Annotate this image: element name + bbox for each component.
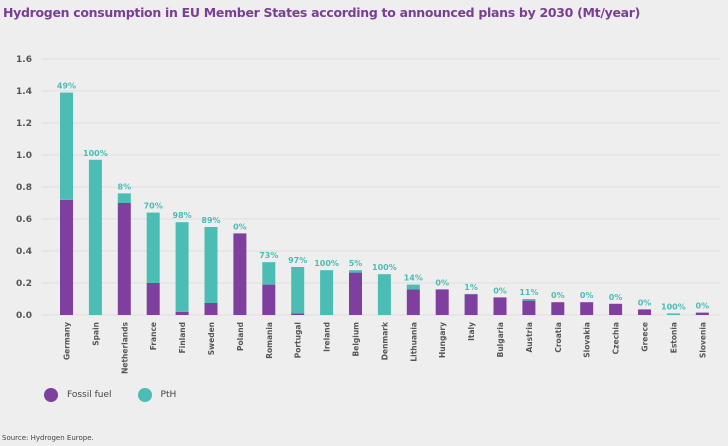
bar-pth-spain — [88, 159, 102, 315]
data-label: 49% — [57, 82, 76, 91]
data-label: 0% — [638, 298, 652, 307]
bar-pth-germany — [60, 92, 73, 200]
data-label: 73% — [259, 251, 278, 260]
x-tick-label: Germany — [63, 322, 72, 360]
data-label: 89% — [201, 216, 220, 225]
legend-item-fossil: Fossil fuel — [44, 388, 112, 402]
x-tick-label: Netherlands — [120, 321, 129, 373]
data-label: 0% — [233, 222, 247, 231]
data-label: 100% — [372, 263, 397, 272]
x-tick-label: Poland — [236, 322, 245, 351]
data-label: 0% — [435, 278, 449, 287]
bar-fossil-romania — [262, 284, 276, 315]
bar-pth-romania — [262, 262, 276, 285]
bar-fossil-netherlands — [117, 203, 131, 315]
x-tick-label: Estonia — [669, 322, 678, 353]
y-tick-label: 0.8 — [16, 183, 32, 193]
bar-pth-netherlands — [117, 193, 131, 203]
x-tick-label: Bulgaria — [496, 322, 505, 357]
y-tick-label: 0.2 — [16, 279, 32, 289]
source-note: Source: Hydrogen Europe. — [2, 434, 94, 442]
x-tick-label: Croatia — [554, 322, 563, 353]
data-label: 70% — [144, 202, 163, 211]
legend-item-pth: PtH — [137, 388, 177, 402]
x-tick-label: Belgium — [352, 322, 361, 357]
x-tick-label: Austria — [525, 322, 534, 353]
x-tick-label: Finland — [178, 322, 187, 353]
x-tick-label: Slovakia — [583, 322, 592, 358]
chart-title: Hydrogen consumption in EU Member States… — [3, 5, 641, 20]
bar-pth-estonia — [666, 313, 680, 315]
bar-pth-denmark — [377, 274, 391, 315]
bar-fossil-slovakia — [580, 302, 594, 315]
bar-pth-finland — [175, 222, 189, 312]
x-tick-label: Portugal — [294, 322, 303, 358]
data-label: 100% — [661, 302, 686, 311]
data-label: 14% — [404, 274, 423, 283]
data-label: 100% — [314, 259, 339, 268]
data-label: 0% — [580, 291, 594, 300]
bar-pth-sweden — [204, 227, 218, 303]
legend-label-pth: PtH — [160, 390, 177, 400]
x-tick-label: Ireland — [323, 322, 332, 352]
bar-fossil-germany — [60, 199, 73, 315]
bar-fossil-belgium — [349, 272, 362, 315]
x-tick-label: Hungary — [438, 322, 447, 358]
bar-pth-lithuania — [406, 284, 420, 290]
bar-pth-belgium — [349, 270, 362, 273]
x-tick-label: Czechia — [612, 322, 621, 354]
data-label: 8% — [118, 182, 132, 191]
y-tick-label: 1.0 — [16, 151, 32, 161]
x-tick-label: France — [149, 322, 158, 350]
y-tick-label: 0.4 — [16, 247, 32, 257]
bar-fossil-portugal — [291, 313, 305, 315]
bar-pth-ireland — [320, 270, 334, 315]
bar-fossil-france — [146, 283, 160, 315]
legend: Fossil fuel PtH — [44, 388, 196, 402]
data-label: 0% — [609, 293, 623, 302]
x-tick-label: Denmark — [380, 321, 389, 360]
y-tick-label: 0.0 — [16, 311, 32, 321]
bar-fossil-italy — [464, 294, 478, 315]
bar-fossil-finland — [175, 311, 189, 315]
data-label: 100% — [83, 149, 108, 158]
bar-fossil-sweden — [204, 303, 218, 315]
x-tick-label: Lithuania — [409, 322, 418, 362]
bar-fossil-czechia — [609, 303, 623, 315]
data-label: 0% — [493, 286, 507, 295]
x-tick-label: Italy — [467, 322, 476, 341]
fossil-swatch-icon — [44, 388, 58, 402]
bar-fossil-bulgaria — [493, 297, 507, 315]
bar-fossil-poland — [233, 233, 247, 315]
y-tick-label: 1.4 — [16, 87, 32, 97]
bar-fossil-croatia — [551, 302, 565, 315]
bar-pth-austria — [522, 299, 536, 301]
bar-pth-france — [146, 212, 160, 283]
bar-pth-portugal — [291, 267, 305, 314]
legend-label-fossil: Fossil fuel — [67, 390, 112, 400]
bar-fossil-austria — [522, 300, 536, 315]
bar-fossil-hungary — [435, 289, 449, 315]
x-tick-label: Sweden — [207, 322, 216, 355]
bar-fossil-lithuania — [406, 289, 420, 315]
data-label: 0% — [696, 302, 710, 311]
x-tick-label: Romania — [265, 322, 274, 359]
x-tick-label: Spain — [91, 322, 100, 346]
data-label: 1% — [464, 283, 478, 292]
y-tick-label: 1.2 — [16, 119, 32, 129]
bar-fossil-greece — [638, 309, 651, 315]
x-tick-label: Slovenia — [698, 322, 707, 358]
y-tick-label: 0.6 — [16, 215, 32, 225]
data-label: 97% — [288, 256, 307, 265]
data-label: 11% — [519, 288, 538, 297]
pth-swatch-icon — [137, 388, 152, 402]
data-label: 5% — [349, 259, 363, 268]
data-label: 0% — [551, 291, 565, 300]
data-label: 98% — [173, 211, 192, 220]
y-tick-label: 1.6 — [16, 55, 32, 65]
x-tick-label: Greece — [641, 322, 650, 352]
bar-fossil-slovenia — [695, 312, 709, 315]
